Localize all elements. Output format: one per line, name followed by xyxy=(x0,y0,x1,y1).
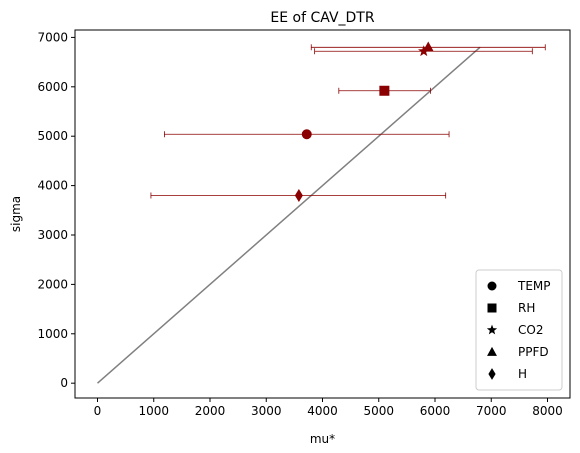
y-axis-label: sigma xyxy=(9,196,23,232)
x-tick-label: 0 xyxy=(94,404,102,418)
legend-label: CO2 xyxy=(518,323,543,337)
point-ppfd xyxy=(422,41,434,52)
x-tick-label: 6000 xyxy=(420,404,451,418)
y-tick-label: 3000 xyxy=(37,228,68,242)
x-tick-label: 3000 xyxy=(251,404,282,418)
legend-label: TEMP xyxy=(517,279,551,293)
y-tick-label: 0 xyxy=(60,376,68,390)
y-tick-label: 4000 xyxy=(37,179,68,193)
x-tick-label: 2000 xyxy=(195,404,226,418)
x-axis-label: mu* xyxy=(310,432,335,446)
legend-label: RH xyxy=(518,301,535,315)
y-tick-label: 7000 xyxy=(37,30,68,44)
legend-marker-co2 xyxy=(486,324,498,335)
plot-frame xyxy=(74,29,571,399)
legend-marker-ppfd xyxy=(487,346,497,356)
point-rh xyxy=(379,85,390,96)
x-tick-label: 4000 xyxy=(307,404,338,418)
point-temp xyxy=(301,129,312,140)
tick-group: 0 1000 2000 3000 4000 5000 6000 7000 8000 0 1000 20… xyxy=(37,30,562,418)
y-tick-label: 5000 xyxy=(37,129,68,143)
legend-label: H xyxy=(518,367,527,381)
legend: TEMP RH CO2 PPFD H xyxy=(475,269,563,391)
x-tick-label: 8000 xyxy=(532,404,563,418)
point-h xyxy=(294,188,303,202)
x-tick-label: 1000 xyxy=(138,404,169,418)
legend-box xyxy=(475,269,563,391)
legend-label: PPFD xyxy=(518,345,549,359)
y-tick-label: 1000 xyxy=(37,327,68,341)
y-tick-label: 6000 xyxy=(37,80,68,94)
chart-title: EE of CAV_DTR xyxy=(270,10,374,26)
y-tick-label: 2000 xyxy=(37,277,68,291)
legend-marker-temp xyxy=(487,281,497,291)
x-tick-label: 7000 xyxy=(476,404,507,418)
reference-line xyxy=(97,46,481,384)
legend-marker-rh xyxy=(487,303,497,313)
legend-marker-h xyxy=(488,368,496,380)
x-tick-label: 5000 xyxy=(363,404,394,418)
reference-line-group xyxy=(97,46,481,384)
marks-group xyxy=(150,41,546,202)
